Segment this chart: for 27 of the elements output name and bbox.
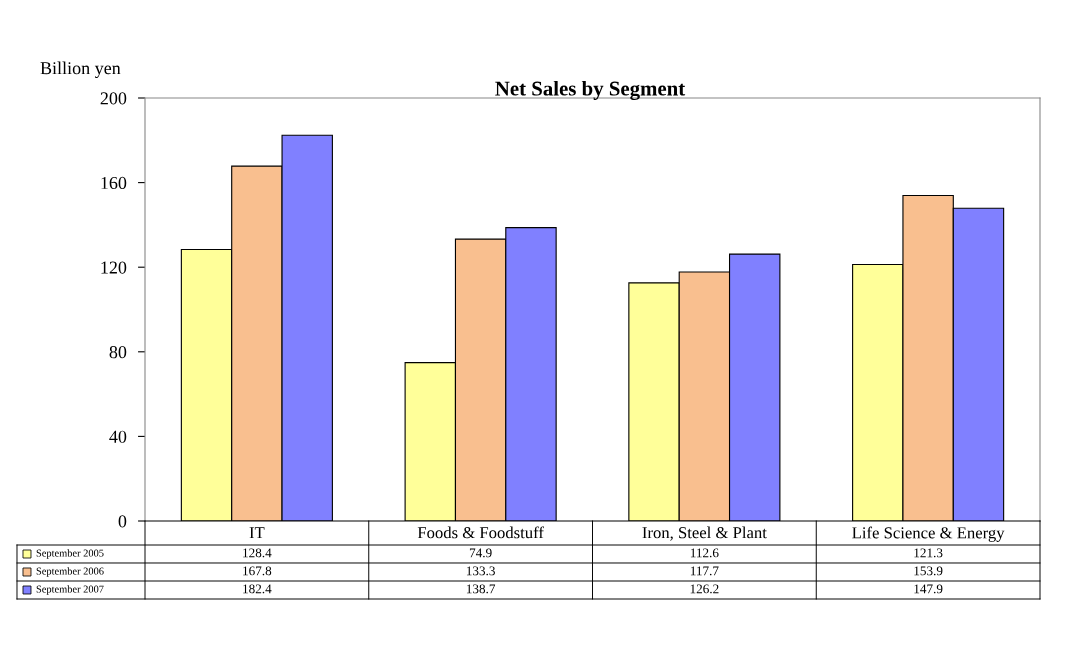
- chart-title: Net Sales by Segment: [495, 80, 686, 100]
- x-tick-label: Foods & Foodstuff: [417, 526, 544, 539]
- data-label: 126.2: [690, 584, 719, 594]
- y-tick-label: 200: [100, 92, 127, 105]
- data-label: 74.9: [469, 548, 492, 558]
- y-tick-label: 160: [101, 176, 127, 190]
- y-tick-label: 120: [101, 261, 127, 274]
- x-tick-label: IT: [249, 527, 265, 539]
- x-tick-label: Iron, Steel & Plant: [642, 526, 767, 541]
- legend-label: September 2007: [36, 585, 104, 595]
- data-label: 147.9: [914, 584, 943, 594]
- data-label: 128.4: [243, 548, 272, 558]
- data-label: 112.6: [690, 548, 719, 558]
- data-label: 167.8: [243, 566, 272, 576]
- legend-label: September 2006: [36, 567, 104, 577]
- data-label: 121.3: [914, 548, 943, 558]
- data-label: 117.7: [690, 566, 719, 576]
- data-label: 138.7: [466, 584, 496, 594]
- legend-label: September 2005: [36, 549, 104, 559]
- y-axis-title: Billion yen: [40, 61, 121, 78]
- data-label: 133.3: [466, 566, 495, 576]
- data-label: 182.4: [243, 584, 272, 594]
- data-label: 153.9: [914, 566, 943, 576]
- x-tick-label: Life Science & Energy: [852, 526, 1005, 542]
- y-tick-label: 80: [109, 346, 127, 359]
- y-tick-label: 0: [118, 515, 127, 528]
- y-tick-label: 40: [109, 430, 127, 443]
